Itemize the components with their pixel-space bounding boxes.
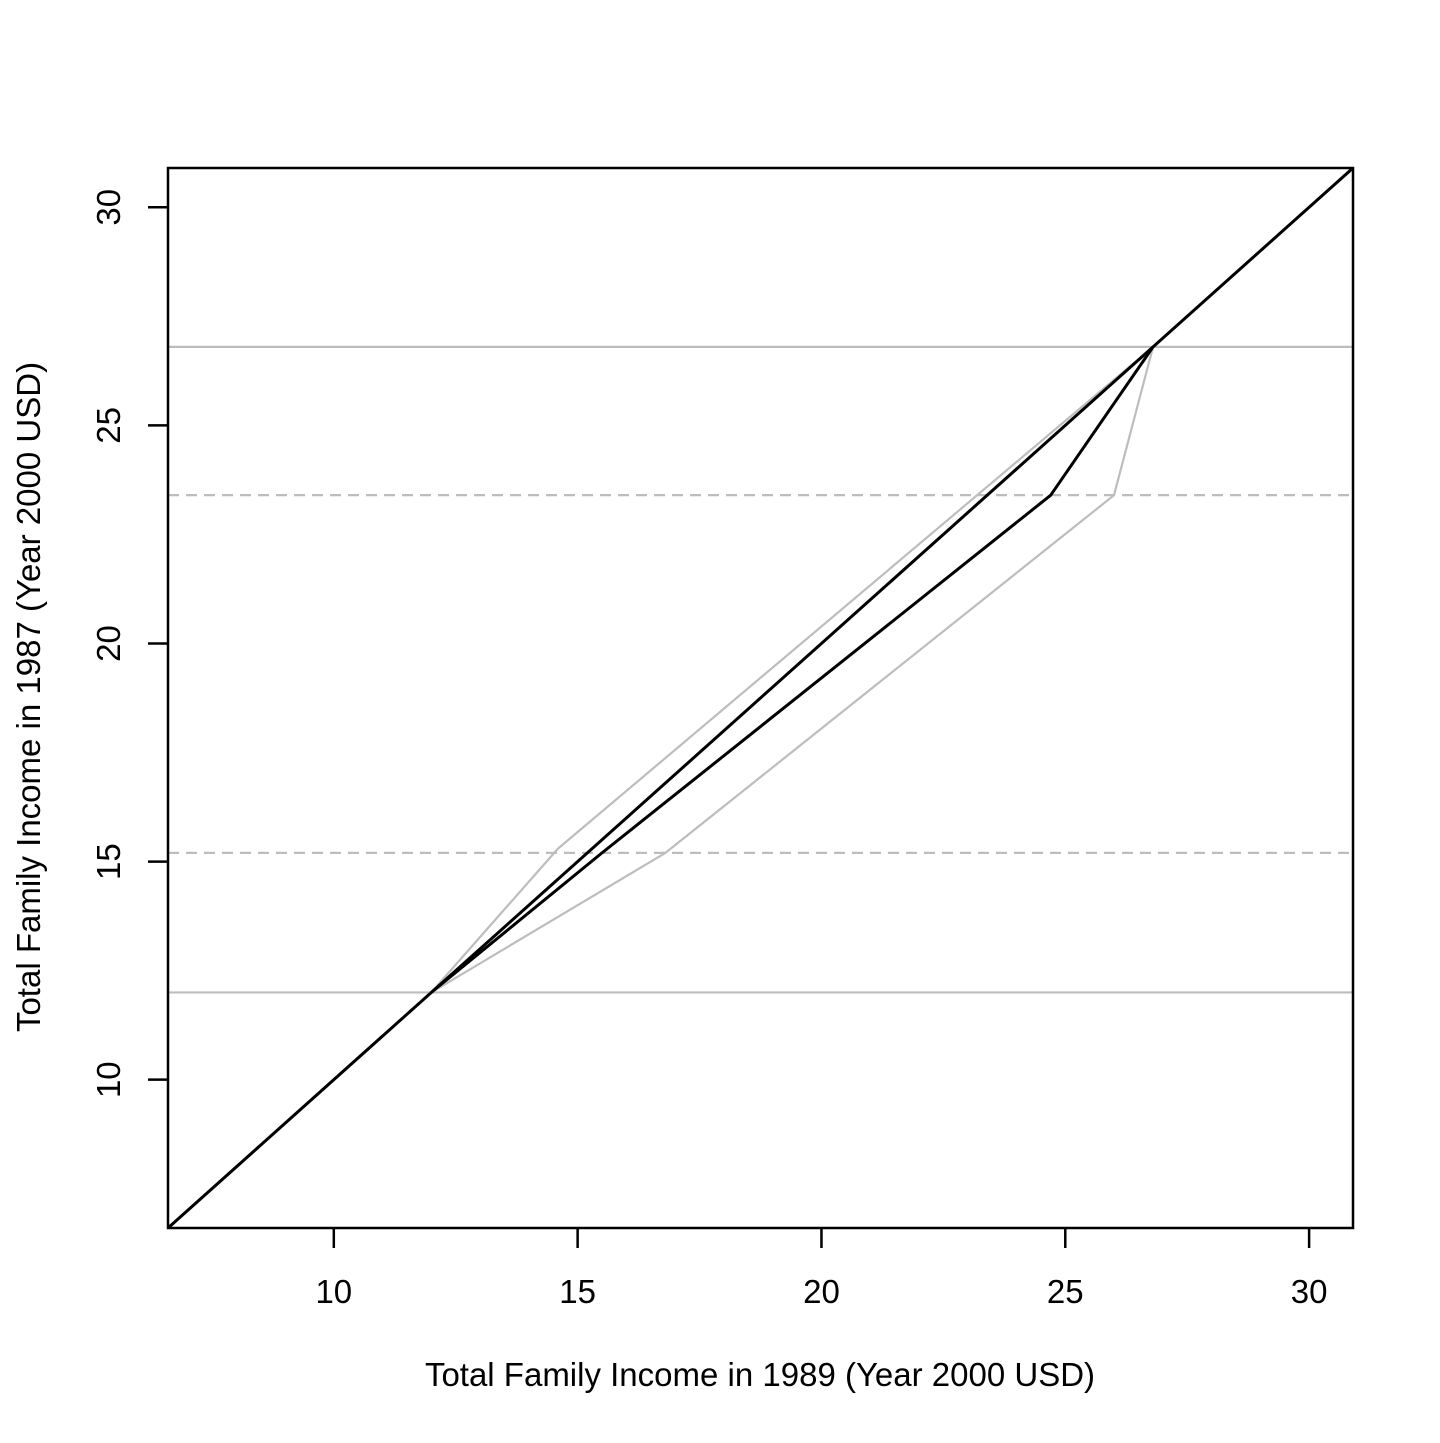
series-lines bbox=[166, 166, 1355, 1230]
x-tick-label-25: 25 bbox=[1047, 1273, 1084, 1310]
y-tick-label-20: 20 bbox=[90, 625, 127, 662]
x-tick-label-30: 30 bbox=[1291, 1273, 1328, 1310]
reference-lines bbox=[168, 345, 1353, 994]
plot-frame bbox=[166, 166, 1355, 1230]
y-tick-label-30: 30 bbox=[90, 189, 127, 226]
y-axis-label: Total Family Income in 1987 (Year 2000 U… bbox=[10, 362, 47, 1032]
y-tick-label-25: 25 bbox=[90, 407, 127, 444]
series-line-3 bbox=[430, 346, 1155, 994]
x-axis-label: Total Family Income in 1989 (Year 2000 U… bbox=[425, 1356, 1095, 1393]
x-tick-label-10: 10 bbox=[315, 1273, 352, 1310]
series-line-1 bbox=[166, 166, 1355, 1230]
axes: 10 15 20 25 30 10 15 20 25 30 bbox=[90, 166, 1355, 1310]
y-tick-label-15: 15 bbox=[90, 843, 127, 880]
series-line-2 bbox=[430, 345, 1155, 994]
series-line-4 bbox=[430, 345, 1154, 994]
x-tick-label-15: 15 bbox=[559, 1273, 596, 1310]
x-tick-label-20: 20 bbox=[803, 1273, 840, 1310]
y-tick-label-10: 10 bbox=[90, 1061, 127, 1098]
